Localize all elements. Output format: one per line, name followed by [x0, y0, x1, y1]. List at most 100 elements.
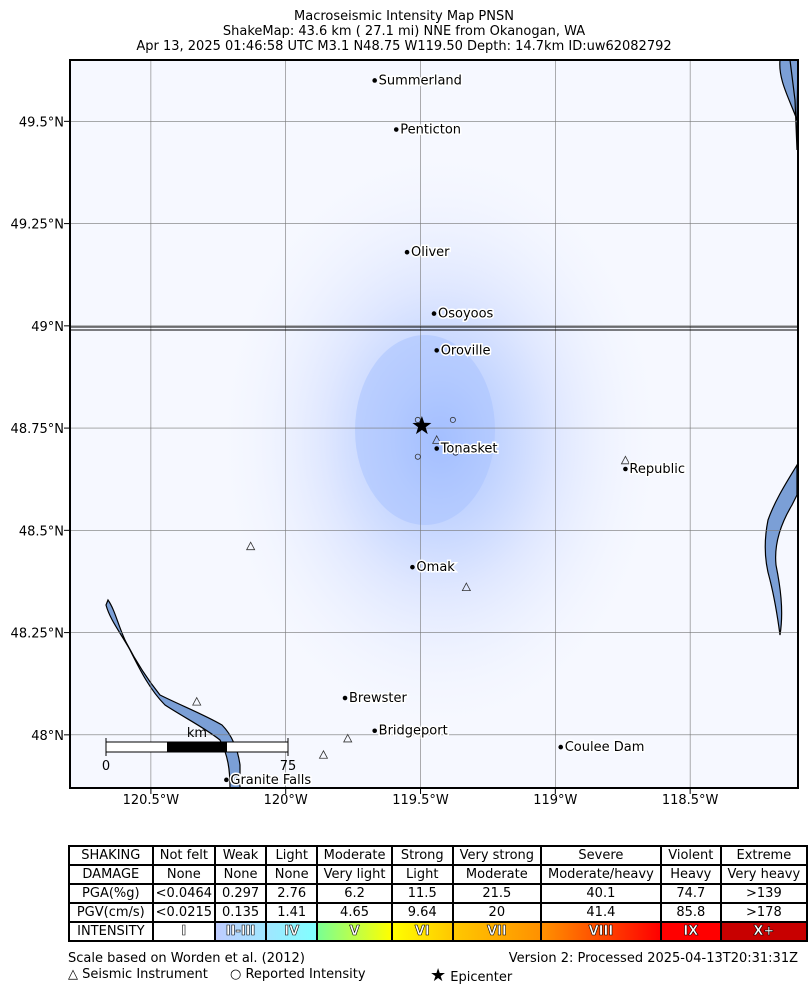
city-marker	[372, 728, 377, 734]
legend-cell: 6.2	[316, 883, 393, 904]
legend-reported: ○ Reported Intensity	[230, 967, 366, 982]
legend-cell: 9.64	[390, 902, 454, 923]
reported-intensity-marker	[414, 416, 421, 423]
seismic-instrument-marker	[318, 749, 329, 759]
map-event-info: Apr 13, 2025 01:46:58 UTC M3.1 N48.75 W1…	[136, 39, 672, 54]
city-label: Oroville	[441, 343, 491, 358]
river-columbia-west	[105, 598, 241, 788]
x-tick-label: 120°W	[264, 793, 308, 808]
x-tick-label: 119.5°W	[392, 793, 449, 808]
city-label: Bridgeport	[379, 724, 448, 739]
legend-cell: <0.0464	[151, 883, 217, 904]
city-label: Tonasket	[440, 442, 498, 457]
y-tick-label: 48.75°N	[11, 422, 64, 437]
city-marker	[558, 744, 564, 750]
reported-intensity-marker	[449, 416, 456, 423]
city-marker	[393, 127, 399, 132]
city-marker	[372, 78, 377, 83]
legend-cell: 74.7	[659, 883, 722, 904]
legend-row-head: DAMAGE	[68, 864, 154, 885]
legend-cell: 85.8	[659, 902, 722, 923]
river-columbia-north	[778, 60, 798, 151]
city-marker	[623, 466, 628, 472]
city-label: Republic	[629, 462, 685, 477]
seismic-instrument-marker	[620, 455, 631, 465]
legend-cell: Very heavy	[719, 864, 808, 885]
x-tick-label: 119°W	[533, 793, 577, 808]
legend-instrument: △ Seismic Instrument	[68, 967, 208, 982]
city-label: Oliver	[411, 245, 450, 260]
legend-row-head: INTENSITY	[68, 921, 154, 942]
intensity-cell: IX	[659, 921, 722, 942]
seismic-instrument-marker	[245, 541, 256, 551]
y-axis: 49.5°N 49.25°N 49°N 48.75°N 48.5°N 48.25°N 48°…	[11, 115, 70, 744]
legend-cell: 0.135	[214, 902, 268, 923]
legend-cell: 4.65	[316, 902, 393, 923]
intensity-cell: IV	[265, 921, 319, 942]
y-tick-label: 49.5°N	[19, 115, 64, 130]
y-tick-label: 48.25°N	[11, 627, 64, 642]
intensity-cell: I	[151, 921, 217, 942]
intensity-cell: X+	[719, 921, 808, 942]
triangle-icon: △	[68, 967, 78, 982]
city-label: Osoyoos	[438, 307, 494, 322]
city-label: Brewster	[349, 691, 407, 706]
legend-epicenter: ★ Epicenter	[430, 965, 513, 986]
scale-bar: km 0 75	[102, 726, 296, 774]
legend-cell: None	[265, 864, 319, 885]
version-note: Version 2: Processed 2025-04-13T20:31:31…	[508, 951, 798, 966]
intensity-cell: VI	[390, 921, 454, 942]
intensity-cell: V	[316, 921, 393, 942]
legend-cell: Violent	[659, 845, 722, 866]
legend-row-head: PGA(%g)	[68, 883, 154, 904]
y-tick-label: 49°N	[31, 320, 64, 335]
legend-row-head: PGV(cm/s)	[68, 902, 154, 923]
intensity-cell: II-III	[214, 921, 268, 942]
y-tick-label: 49.25°N	[11, 218, 64, 233]
scale-bar-max: 75	[280, 759, 297, 774]
city-marker	[342, 695, 348, 701]
city-label: Granite Falls	[230, 773, 311, 788]
reported-intensity-marker	[452, 449, 459, 456]
city-marker	[434, 446, 439, 451]
legend-cell: 1.41	[265, 902, 319, 923]
map-frame	[69, 59, 799, 789]
y-tick-label: 48.5°N	[19, 524, 64, 539]
river-columbia-east	[764, 462, 798, 636]
x-axis: 120.5°W 120°W 119.5°W 119°W 118.5°W	[123, 788, 719, 808]
legend-cell: Very light	[316, 864, 393, 885]
x-tick-label: 120.5°W	[123, 793, 180, 808]
legend-row: PGV(cm/s) <0.0215 0.135 1.41 4.65 9.64 20 41.4 8…	[68, 902, 808, 923]
legend-cell: Weak	[214, 845, 268, 866]
seismic-instrument-marker	[343, 733, 353, 743]
legend-cell: 40.1	[539, 883, 662, 904]
legend-cell: 41.4	[539, 902, 662, 923]
city-marker	[434, 348, 439, 353]
shakemap: Summerland Penticton Oliver Osoyoos Oroville…	[11, 59, 799, 808]
map-title: Macroseismic Intensity Map PNSN	[294, 9, 514, 24]
legend-row: PGA(%g) <0.0464 0.297 2.76 6.2 11.5 21.5 40.1 74…	[68, 883, 808, 904]
y-tick-label: 48°N	[31, 729, 64, 744]
intensity-legend: SHAKING Not felt Weak Light Moderate Strong Ve…	[68, 845, 808, 942]
intensity-cell: VIII	[539, 921, 662, 942]
reported-intensity-marker	[414, 453, 421, 460]
legend-cell: Severe	[539, 845, 662, 866]
legend-cell: 0.297	[214, 883, 268, 904]
x-tick-label: 118.5°W	[662, 793, 719, 808]
legend-cell: Moderate	[316, 845, 393, 866]
legend-cell: Moderate	[451, 864, 542, 885]
city-marker	[404, 249, 410, 255]
star-icon: ★	[430, 965, 447, 986]
legend-cell: <0.0215	[151, 902, 217, 923]
graticule	[70, 60, 798, 788]
legend-cell: >139	[719, 883, 808, 904]
legend-cell: Light	[390, 864, 454, 885]
legend-cell: Heavy	[659, 864, 722, 885]
legend-cell: Extreme	[719, 845, 808, 866]
legend-cell: Not felt	[151, 845, 217, 866]
scale-bar-min: 0	[102, 759, 110, 774]
city-marker	[410, 564, 415, 570]
legend-row-head: SHAKING	[68, 845, 154, 866]
legend-cell: Strong	[390, 845, 454, 866]
legend-cell: 2.76	[265, 883, 319, 904]
